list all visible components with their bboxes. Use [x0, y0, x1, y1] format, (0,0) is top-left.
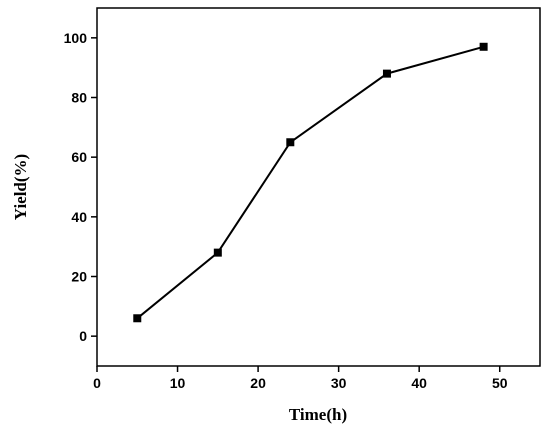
y-tick-label: 60: [71, 149, 87, 165]
series-line: [136, 45, 484, 320]
y-tick-label: 0: [79, 328, 87, 344]
x-tick-label: 50: [492, 375, 508, 391]
y-tick-label: 20: [71, 269, 87, 285]
plot-frame: [96, 7, 541, 367]
x-tick-label: 30: [331, 375, 347, 391]
y-tick-label: 100: [64, 30, 88, 46]
data-point: [213, 248, 222, 257]
data-point: [133, 314, 142, 323]
data-point: [382, 69, 391, 78]
x-axis-title: Time(h): [289, 405, 347, 424]
y-tick-label: 80: [71, 90, 87, 106]
data-point: [286, 138, 295, 147]
y-axis-title: Yield(%): [11, 154, 30, 220]
x-tick-label: 10: [170, 375, 186, 391]
series-layer: [133, 42, 488, 323]
x-tick-label: 40: [411, 375, 427, 391]
x-axis-ticks: 0 10 20 30 40 50: [93, 366, 508, 391]
data-point: [479, 42, 488, 51]
y-tick-label: 40: [71, 209, 87, 225]
y-axis-ticks: 0 20 40 60 80 100: [64, 30, 97, 344]
x-tick-label: 0: [93, 375, 101, 391]
x-tick-label: 20: [250, 375, 266, 391]
